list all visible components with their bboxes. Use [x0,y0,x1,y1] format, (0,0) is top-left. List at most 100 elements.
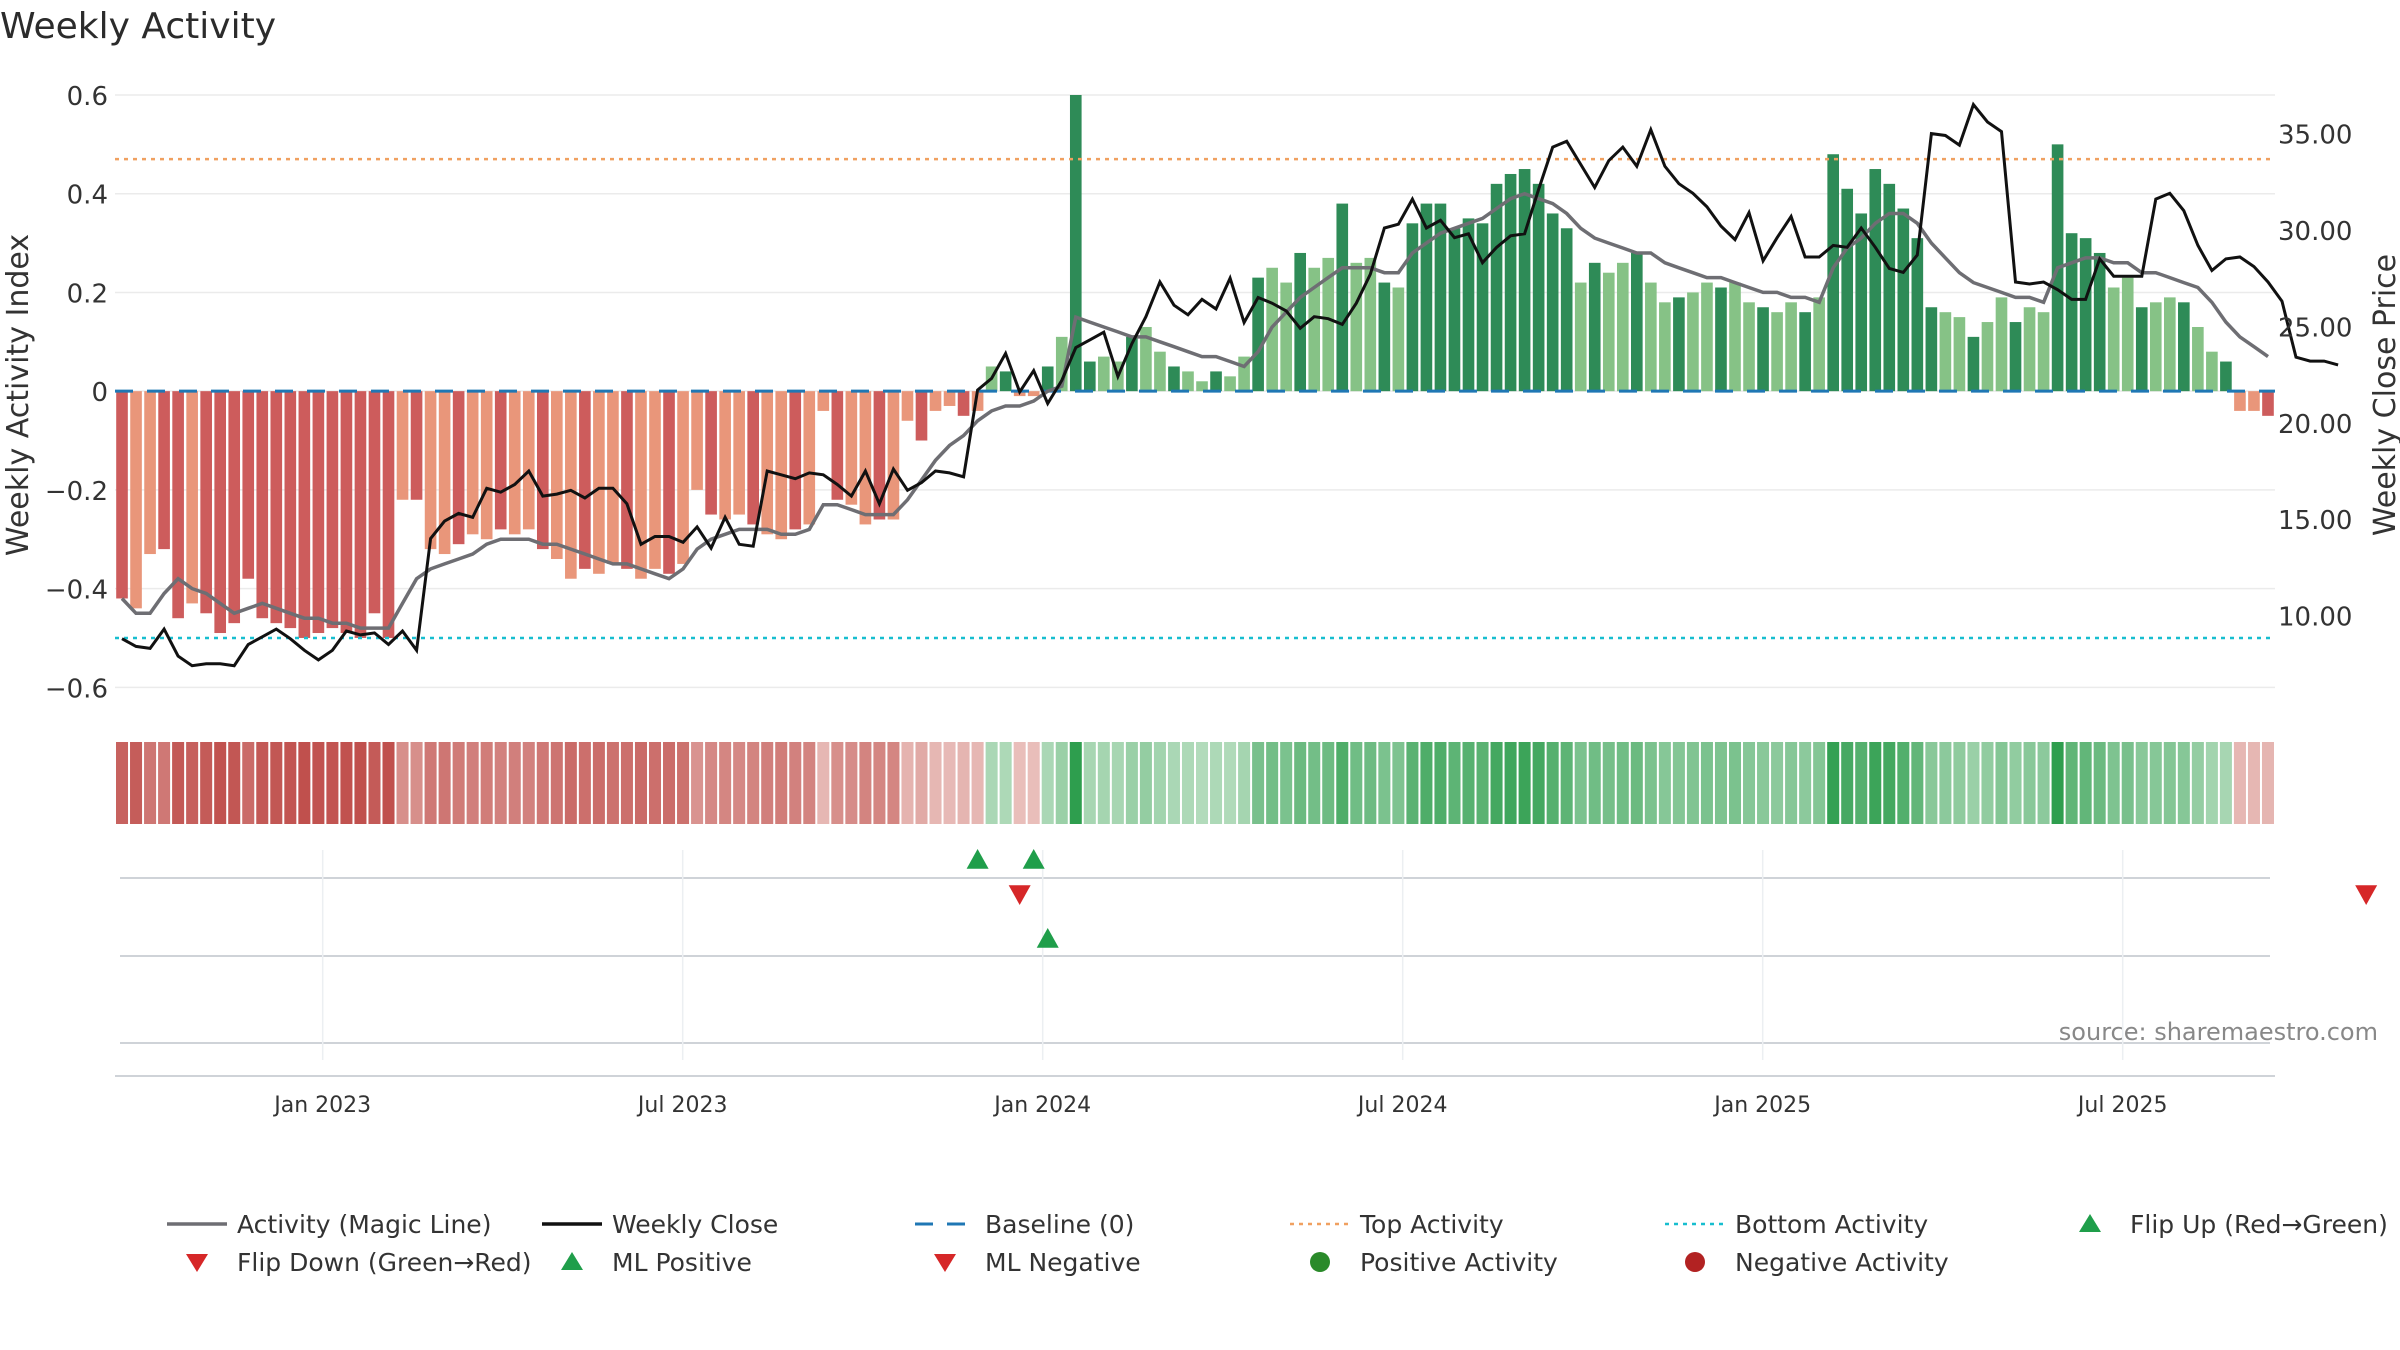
activity-bar [551,391,563,559]
band-cell [2079,742,2092,824]
legend-item: Negative Activity [1685,1248,1949,1277]
band-cell [957,742,970,824]
legend-label: Activity (Magic Line) [237,1210,491,1239]
band-cell [1644,742,1657,824]
band-cell [1097,742,1110,824]
band-cell [1532,742,1545,824]
activity-bar [733,391,745,515]
band-cell [1392,742,1405,824]
activity-bar [873,391,886,520]
band-cell [186,742,199,824]
band-cell [452,742,465,824]
activity-bar [2192,326,2204,392]
band-cell [1350,742,1363,824]
band-cell [775,742,788,824]
activity-bar [901,391,914,421]
band-cell [1238,742,1251,824]
legend-label: Weekly Close [612,1210,778,1239]
band-cell [284,742,297,824]
lines [115,101,2339,668]
band-cell [508,742,521,824]
legend: Activity (Magic Line) Weekly Close Baselin… [167,1210,2388,1277]
band-cell [1504,742,1517,824]
band-cell [1616,742,1629,824]
y2-tick-label: 25.00 [2278,313,2352,343]
band-cell [1827,742,1840,824]
x-tick-label: Jan 2023 [272,1093,371,1118]
activity-bar [1602,272,1615,392]
activity-bars [116,95,2274,638]
activity-bar [1967,336,1980,392]
activity-bar [929,391,942,411]
y2-tick-label: 10.00 [2278,603,2352,633]
activity-bar [761,391,774,535]
activity-bar [1645,282,1657,392]
band-cell [1925,742,1938,824]
legend-label: ML Positive [612,1248,752,1277]
activity-bar [1098,356,1110,392]
band-cell [1883,742,1896,824]
band-cell [536,742,549,824]
band-cell [1588,742,1601,824]
activity-bar [621,391,633,569]
activity-bar [579,391,591,569]
band-cell [999,742,1012,824]
band-cell [270,742,283,824]
band-cell [1546,742,1559,824]
legend-label: Flip Up (Red→Green) [2130,1210,2388,1239]
activity-bar [1981,322,1994,392]
activity-bar [971,391,984,411]
legend-item: Positive Activity [1310,1248,1558,1277]
activity-bar [1336,203,1349,392]
activity-bar [130,391,142,609]
activity-bar [2220,361,2232,392]
flip-up-marker [966,849,989,869]
activity-bar [663,391,675,574]
band-cell [831,742,844,824]
band-cell [1027,742,1040,824]
activity-bar [116,391,128,599]
band-cell [901,742,914,824]
band-cell [1364,742,1377,824]
activity-bar [1953,317,1966,392]
band-cell [1841,742,1854,824]
activity-bar [1897,208,1910,392]
activity-bar [817,391,830,411]
activity-bar [1616,262,1629,392]
band-cell [971,742,984,824]
activity-bar [1378,282,1391,392]
legend-item: Flip Down (Green→Red) [186,1248,532,1277]
flip-down-marker [1008,885,1031,905]
band-cell [1714,742,1727,824]
activity-bar [943,391,956,406]
activity-bar [1420,203,1433,392]
band-cell [1224,742,1237,824]
band-cell [887,742,900,824]
band-cell [817,742,830,824]
y2-tick-label: 35.00 [2278,121,2352,151]
activity-bar [368,391,381,614]
legend-item: Top Activity [1290,1210,1504,1239]
band-cell [1658,742,1671,824]
activity-bar [1504,173,1517,392]
activity-bar [1252,277,1264,392]
activity-bar [1701,282,1713,392]
activity-bar [1280,282,1292,392]
activity-bar [1238,356,1250,392]
band-cell [2121,742,2134,824]
band-cell [522,742,535,824]
band-cell [228,742,241,824]
band-cell [1083,742,1096,824]
activity-bar [2079,238,2092,392]
band-cell [1686,742,1699,824]
band-cell [1266,742,1279,824]
band-cell [396,742,409,824]
band-cell [1771,742,1784,824]
activity-bar [1729,282,1741,392]
activity-bar [635,391,647,579]
band-cell [1700,742,1713,824]
activity-bar [1574,282,1587,392]
activity-bar [144,391,156,555]
band-cell [1196,742,1209,824]
